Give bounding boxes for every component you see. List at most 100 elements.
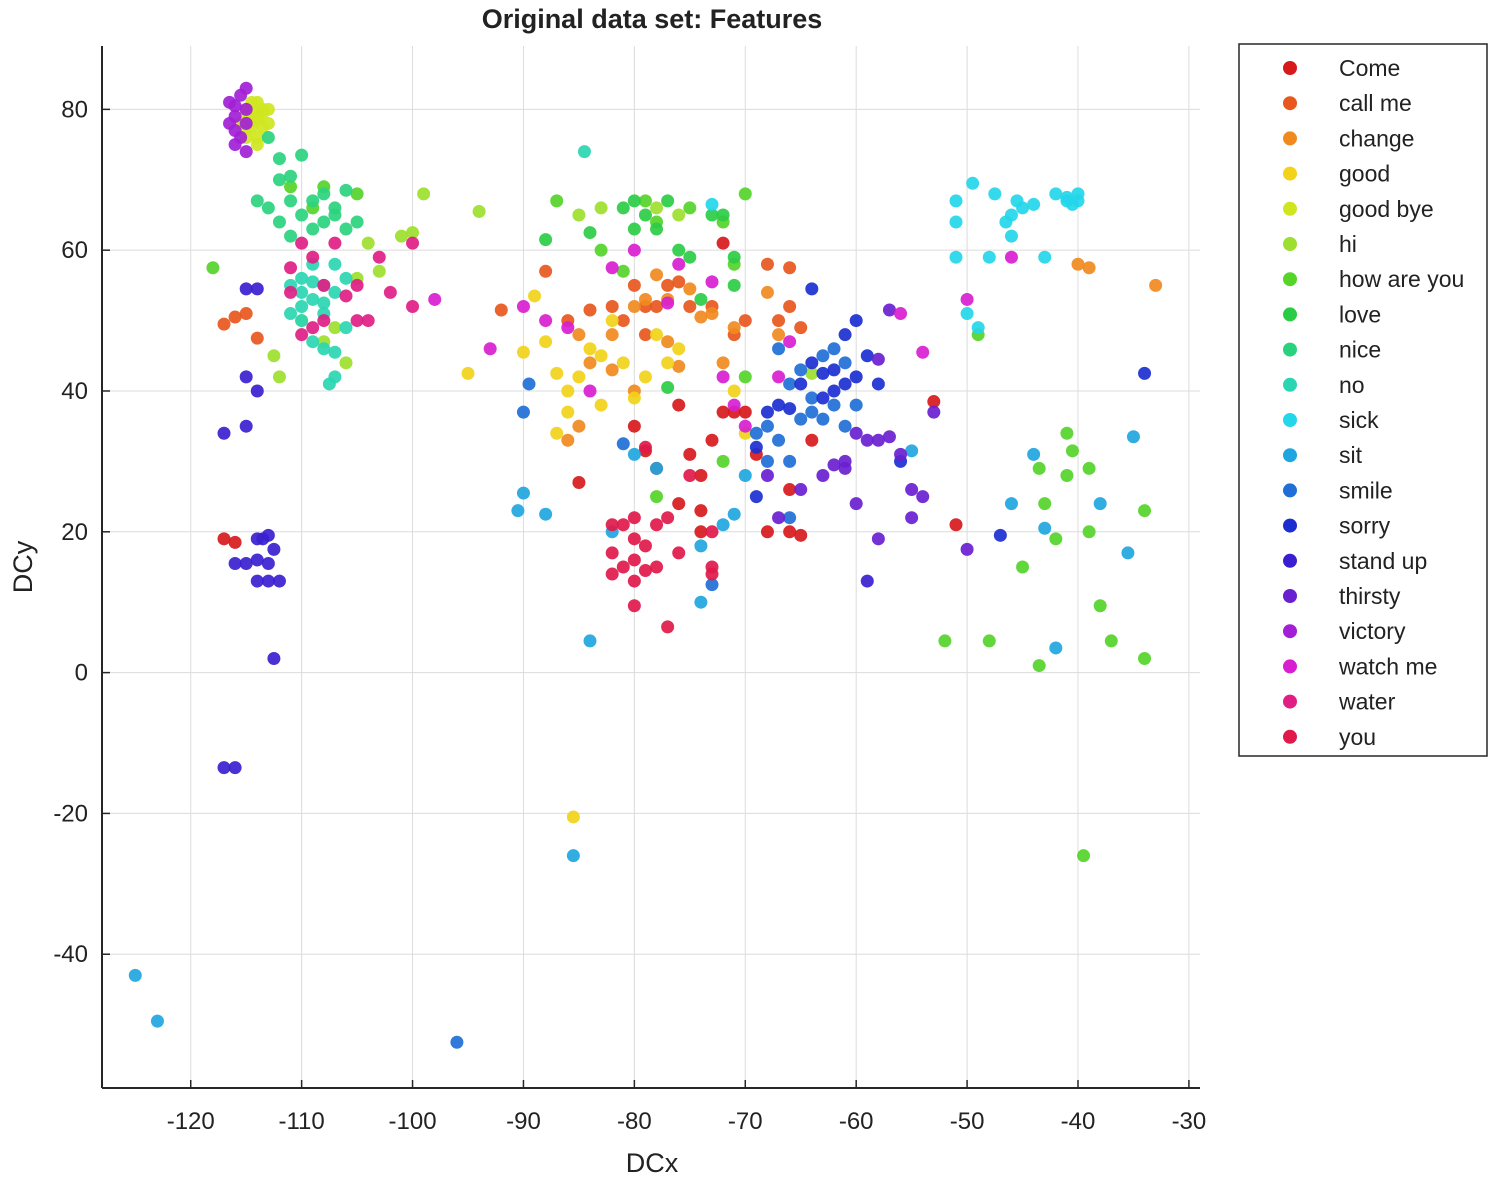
data-point (672, 497, 686, 511)
data-point (738, 314, 752, 328)
data-point (716, 356, 730, 370)
data-point (428, 292, 442, 306)
data-point (966, 176, 980, 190)
data-point (849, 426, 863, 440)
data-point (805, 366, 819, 380)
data-point (228, 99, 242, 113)
legend-label: watch me (1338, 653, 1437, 679)
legend-entry: call me (1283, 90, 1412, 116)
data-point (816, 391, 830, 405)
data-point (783, 377, 797, 391)
data-point (261, 131, 275, 145)
legend-entry: sick (1283, 407, 1379, 433)
data-point (749, 426, 763, 440)
data-point (860, 349, 874, 363)
data-point (583, 634, 597, 648)
data-point (317, 215, 331, 229)
data-point (250, 331, 264, 345)
data-point (727, 507, 741, 521)
data-point (511, 504, 525, 518)
data-point (572, 208, 586, 222)
data-point (738, 419, 752, 433)
data-point (627, 391, 641, 405)
data-point (783, 454, 797, 468)
data-point (250, 532, 264, 546)
data-point (494, 303, 508, 317)
data-point (1121, 546, 1135, 560)
data-point (638, 292, 652, 306)
data-point (849, 497, 863, 511)
data-point (772, 433, 786, 447)
data-point (993, 528, 1007, 542)
data-point (705, 525, 719, 539)
data-point (871, 352, 885, 366)
x-tick-label: -60 (839, 1108, 874, 1135)
data-point (727, 250, 741, 264)
data-point (772, 314, 786, 328)
data-point (949, 215, 963, 229)
legend-label: sick (1339, 407, 1379, 433)
data-point (1038, 250, 1052, 264)
data-point (783, 511, 797, 525)
legend-entry: hi (1283, 231, 1357, 257)
data-point (616, 356, 630, 370)
data-point (727, 321, 741, 335)
data-point (1049, 187, 1063, 201)
data-point (228, 535, 242, 549)
data-point (727, 398, 741, 412)
data-point (350, 314, 364, 328)
data-point (605, 546, 619, 560)
data-point (394, 229, 408, 243)
data-point (339, 271, 353, 285)
data-point (683, 282, 697, 296)
data-point (627, 243, 641, 257)
data-point (905, 511, 919, 525)
data-point (228, 138, 242, 152)
data-point (306, 222, 320, 236)
data-point (539, 264, 553, 278)
data-point (328, 236, 342, 250)
y-tick-label: -40 (53, 941, 88, 968)
data-point (350, 278, 364, 292)
data-point (566, 849, 580, 863)
data-point (217, 761, 231, 775)
data-point (250, 384, 264, 398)
legend-label: call me (1339, 90, 1412, 116)
data-point (261, 201, 275, 215)
data-point (772, 342, 786, 356)
legend-marker (1283, 342, 1297, 357)
data-point (783, 525, 797, 539)
data-point (627, 447, 641, 461)
data-point (894, 307, 908, 321)
data-point (339, 183, 353, 197)
legend-marker (1283, 272, 1297, 287)
data-points (128, 81, 1163, 1049)
data-point (250, 574, 264, 588)
data-point (805, 405, 819, 419)
data-point (284, 229, 298, 243)
data-point (295, 285, 309, 299)
data-point (605, 518, 619, 532)
data-point (638, 440, 652, 454)
data-point (406, 226, 420, 240)
data-point (1082, 525, 1096, 539)
legend-entry: victory (1283, 618, 1406, 644)
series-change (561, 257, 1163, 447)
data-point (794, 483, 808, 497)
data-point (905, 483, 919, 497)
data-point (594, 349, 608, 363)
data-point (550, 426, 564, 440)
x-tick-label: -30 (1172, 1108, 1207, 1135)
data-point (627, 599, 641, 613)
data-point (760, 419, 774, 433)
data-point (1149, 278, 1163, 292)
data-point (816, 366, 830, 380)
data-point (705, 208, 719, 222)
data-point (627, 194, 641, 208)
data-point (916, 490, 930, 504)
data-point (938, 634, 952, 648)
data-point (827, 458, 841, 472)
legend-label: stand up (1339, 548, 1427, 574)
data-point (1060, 190, 1074, 204)
